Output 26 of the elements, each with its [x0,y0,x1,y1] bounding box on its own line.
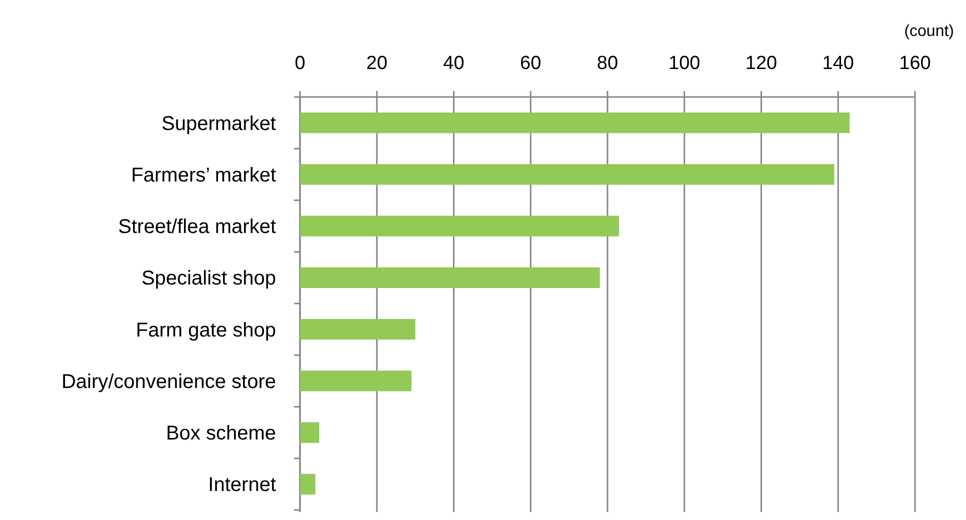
x-tick-label: 100 [668,53,700,74]
y-tick-label: Farm gate shop [136,319,276,342]
bar [300,422,320,443]
bar [300,318,416,340]
x-axis-title: (count) [904,23,954,40]
y-tick-label: Street/flea market [118,216,276,238]
y-tick-label: Box scheme [166,422,276,445]
bar [300,164,834,185]
x-tick-label: 40 [443,53,464,74]
x-tick-label: 120 [745,53,778,74]
bar [300,216,620,236]
y-tick-label: Supermarket [162,112,276,135]
x-tick-label: 160 [899,53,931,74]
x-tick-label: 80 [596,53,618,74]
bar [300,267,600,288]
bar [300,112,850,134]
bar [300,474,316,495]
y-tick-label: Dairy/convenience store [61,370,276,393]
y-tick-label: Specialist shop [141,268,276,290]
x-tick-label: 140 [822,53,854,74]
x-tick-label: 20 [366,53,388,74]
bar [300,370,412,392]
y-tick-label: Internet [208,474,276,496]
y-tick-label: Farmers’ market [131,164,276,186]
x-tick-label: 60 [520,53,542,74]
x-tick-label: 0 [294,53,306,74]
